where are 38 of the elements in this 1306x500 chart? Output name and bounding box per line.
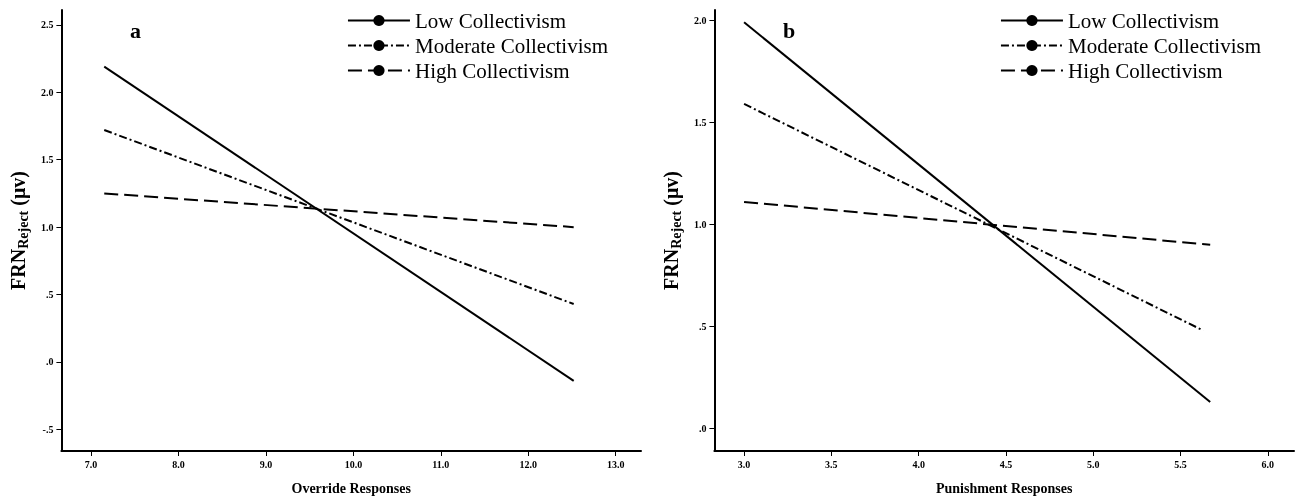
- x-tick-label: 3.5: [825, 458, 838, 470]
- y-tick-label: .5: [698, 320, 707, 332]
- y-tick-label: 1.0: [693, 218, 707, 230]
- y-tick-label: 2.5: [40, 19, 54, 31]
- x-tick-label: 5.5: [1174, 458, 1187, 470]
- y-tick-label: 1.0: [40, 221, 54, 233]
- legend-label: Moderate Collectivism: [1067, 33, 1262, 58]
- x-tick-label: 13.0: [606, 458, 625, 470]
- x-tick-label: 4.5: [999, 458, 1013, 470]
- chart-title: b: [783, 17, 796, 43]
- y-tick-label: .0: [45, 356, 54, 368]
- y-axis-title: FRNReject (μv): [660, 171, 684, 290]
- y-tick-label: 2.0: [693, 14, 707, 26]
- y-tick-label: 1.5: [693, 116, 707, 128]
- legend-label: Moderate Collectivism: [414, 33, 609, 58]
- x-tick-label: 12.0: [519, 458, 537, 470]
- y-tick-label: 2.0: [40, 86, 54, 98]
- y-tick-label: .5: [45, 289, 54, 301]
- y-tick-label: 1.5: [40, 154, 54, 166]
- y-tick-label: -.5: [42, 423, 54, 435]
- x-tick-label: 5.0: [1086, 458, 1100, 470]
- x-tick-label: 9.0: [259, 458, 273, 470]
- y-axis-title: FRNReject (μv): [7, 171, 31, 290]
- legend-label: High Collectivism: [414, 58, 570, 83]
- x-tick-label: 6.0: [1261, 458, 1275, 470]
- x-tick-label: 10.0: [344, 458, 363, 470]
- x-axis-title: Override Responses: [291, 480, 412, 496]
- x-axis-title: Punishment Responses: [935, 480, 1074, 496]
- x-tick-label: 4.0: [912, 458, 925, 470]
- y-tick-label: .0: [698, 423, 707, 435]
- legend-label: Low Collectivism: [1067, 8, 1220, 33]
- x-tick-label: 7.0: [84, 458, 98, 470]
- x-tick-label: 8.0: [172, 458, 185, 470]
- x-tick-label: 11.0: [432, 458, 450, 470]
- chart-title: a: [130, 17, 141, 43]
- legend-label: High Collectivism: [1067, 58, 1223, 83]
- legend-label: Low Collectivism: [414, 8, 567, 33]
- x-tick-label: 3.0: [737, 458, 751, 470]
